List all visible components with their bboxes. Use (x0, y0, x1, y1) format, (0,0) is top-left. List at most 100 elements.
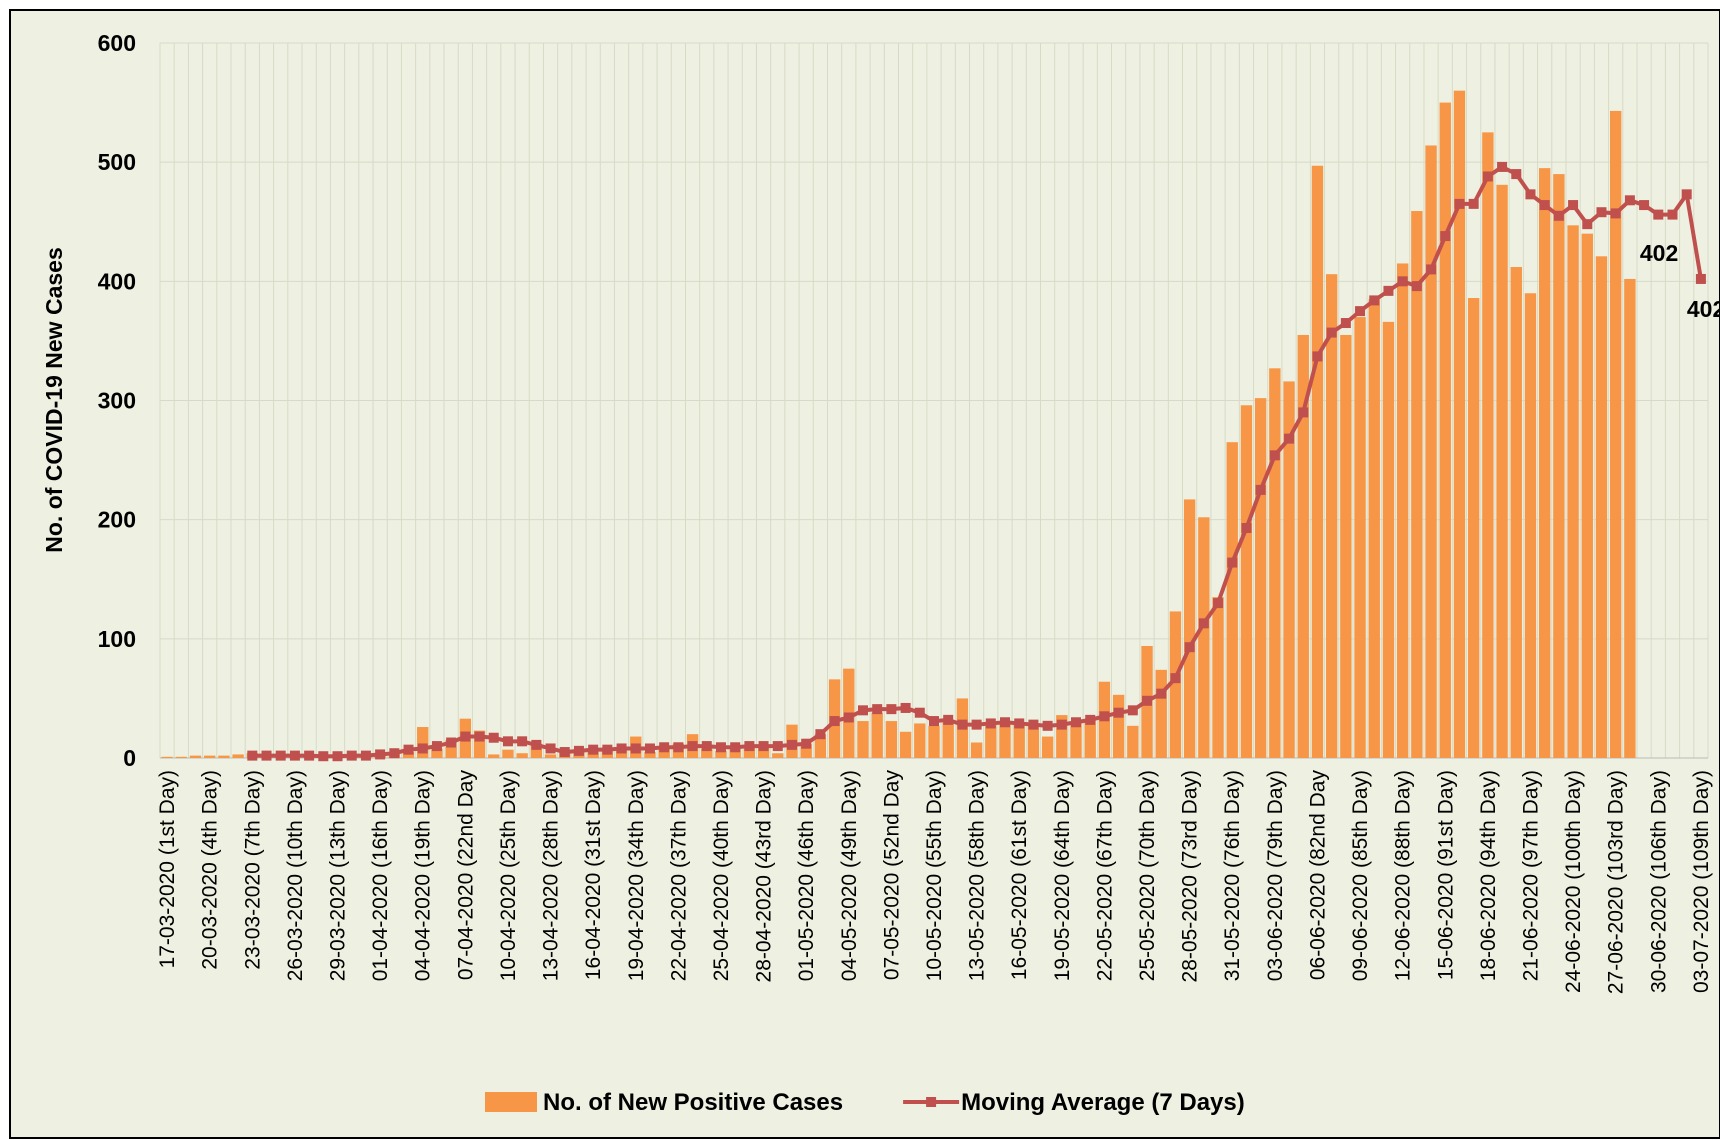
x-tick-label: 29-03-2020 (13th Day) (327, 770, 350, 981)
line-marker (346, 750, 357, 761)
bar (232, 754, 244, 758)
x-tick-label: 30-06-2020 (106th Day) (1647, 770, 1670, 993)
x-tick-label: 16-04-2020 (31st Day) (582, 770, 605, 980)
line-marker (1695, 273, 1706, 284)
line-marker (985, 718, 996, 729)
line-marker (1426, 264, 1437, 275)
bar (1610, 110, 1622, 759)
line-marker (304, 750, 315, 761)
line-marker (687, 741, 698, 752)
x-tick-label: 06-06-2020 (82nd Day (1306, 770, 1329, 981)
x-tick-label: 18-06-2020 (94th Day) (1477, 770, 1500, 981)
bar (161, 756, 173, 758)
line-marker (1284, 433, 1295, 444)
bar (175, 756, 187, 758)
y-tick-label: 100 (98, 626, 136, 652)
x-tick-label: 15-06-2020 (91st Day) (1434, 770, 1457, 980)
bar (502, 749, 514, 758)
bar (1183, 499, 1196, 758)
bar (445, 740, 457, 758)
line-marker (517, 736, 528, 747)
bar (701, 748, 713, 758)
x-tick-label: 19-05-2020 (64th Day) (1051, 770, 1074, 981)
bar (1411, 211, 1423, 758)
bar (530, 743, 543, 758)
line-marker (1028, 719, 1039, 730)
line-marker (318, 751, 329, 762)
line-marker (1539, 200, 1550, 211)
line-marker (644, 743, 655, 754)
bar (871, 712, 883, 758)
bar (1567, 225, 1579, 758)
bar (914, 723, 926, 758)
line-marker (1497, 161, 1508, 172)
line-marker (1511, 169, 1522, 180)
x-tick-label: 07-05-2020 (52nd Day (880, 770, 903, 981)
x-tick-label: 09-06-2020 (85th Day) (1349, 770, 1372, 981)
bar (985, 722, 997, 758)
bar (1240, 405, 1253, 758)
bar (1439, 102, 1451, 759)
bar (1453, 90, 1466, 758)
y-tick-label: 500 (98, 149, 136, 175)
line-marker (431, 741, 442, 752)
line-marker (758, 741, 769, 752)
line-marker (786, 739, 797, 750)
line-marker (1340, 318, 1351, 329)
x-tick-label: 03-06-2020 (79th Day) (1264, 770, 1287, 981)
line-marker (403, 744, 414, 755)
bar (1056, 715, 1068, 758)
line-marker (417, 743, 428, 754)
bar (1595, 256, 1608, 758)
line-marker (1042, 720, 1053, 731)
bar (1169, 611, 1182, 758)
bar (644, 752, 656, 758)
x-tick-label: 28-05-2020 (73rd Day) (1179, 770, 1202, 982)
x-tick-label: 19-04-2020 (34th Day) (625, 770, 648, 981)
bar (402, 752, 415, 758)
bar (1041, 736, 1054, 758)
bar (743, 744, 756, 758)
bar (1482, 132, 1494, 758)
bar (1027, 724, 1040, 758)
legend-swatch (926, 1097, 937, 1107)
x-tick-label: 28-04-2020 (43rd Day) (753, 770, 776, 982)
bar (1198, 517, 1210, 758)
line-marker (730, 742, 741, 753)
x-tick-label: 26-03-2020 (10th Day) (284, 770, 307, 981)
line-marker (1468, 198, 1479, 209)
bar (999, 721, 1011, 758)
line-marker (1369, 295, 1380, 306)
line-marker (289, 750, 300, 761)
bar (1297, 334, 1309, 758)
bar (1354, 317, 1366, 758)
line-marker (843, 712, 854, 723)
bar (1254, 398, 1267, 758)
bar (1496, 184, 1508, 758)
data-label: 402 (1640, 240, 1678, 266)
x-tick-label: 01-05-2020 (46th Day) (795, 770, 818, 981)
line-marker (275, 750, 286, 761)
line-marker (772, 741, 783, 752)
x-tick-label: 10-04-2020 (25th Day) (497, 770, 520, 981)
line-marker (1454, 198, 1465, 209)
x-tick-label: 20-03-2020 (4th Day) (199, 770, 222, 970)
x-tick-label: 31-05-2020 (76th Day) (1221, 770, 1244, 981)
data-label: 402 (1687, 296, 1720, 322)
x-tick-label: 04-04-2020 (19th Day) (412, 770, 435, 981)
bar (1070, 722, 1082, 758)
x-tick-label: 13-04-2020 (28th Day) (540, 770, 563, 981)
line-marker (1113, 707, 1124, 718)
bar (431, 748, 443, 758)
bar (899, 731, 912, 758)
line-marker (872, 704, 883, 715)
bar (772, 753, 784, 758)
line-marker (943, 714, 954, 725)
line-marker (1255, 484, 1266, 495)
legend-swatch (485, 1092, 537, 1112)
x-tick-label: 07-04-2020 (22nd Day (454, 770, 477, 981)
bar (800, 743, 812, 758)
legend-label: Moving Average (7 Days) (961, 1089, 1245, 1116)
bar (1226, 442, 1238, 758)
